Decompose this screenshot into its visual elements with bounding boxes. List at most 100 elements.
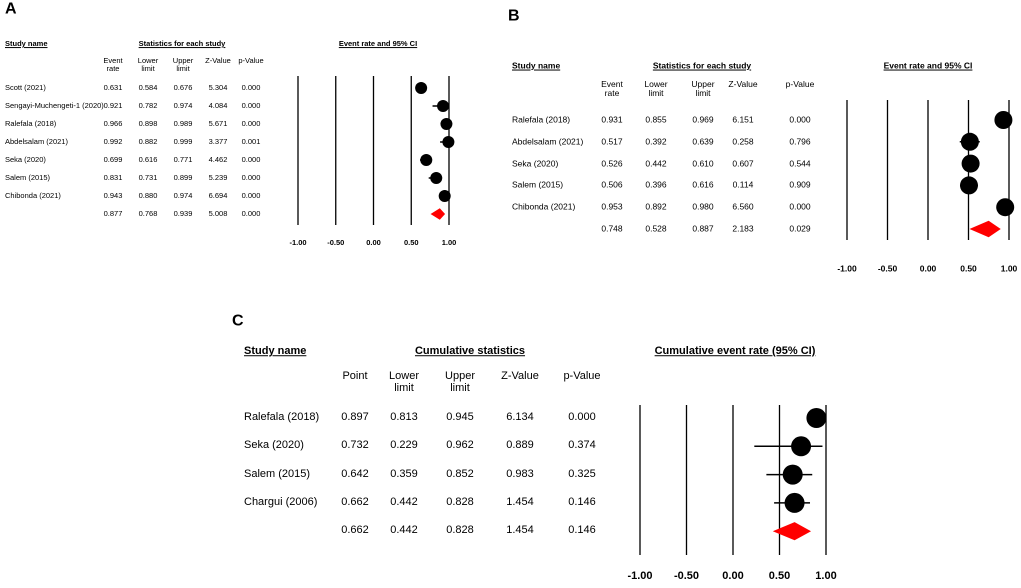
column-header: Lower limit	[137, 56, 159, 73]
stat-value: 0.828	[446, 524, 474, 537]
stat-value: 0.782	[138, 101, 158, 111]
stat-value: 0.882	[138, 137, 158, 147]
panel-label: C	[232, 312, 244, 330]
stat-value: 0.528	[645, 223, 667, 234]
stat-value: 0.676	[173, 83, 193, 93]
stat-value: 0.889	[506, 439, 534, 452]
stat-value: 0.855	[645, 114, 667, 125]
stat-value: 0.974	[173, 191, 193, 201]
point-marker	[806, 408, 827, 428]
column-header: p-Value	[785, 79, 815, 89]
study-name: Ralefala (2018)	[244, 411, 320, 424]
column-header: Z-Value	[501, 370, 539, 382]
stat-value: 1.454	[506, 496, 534, 509]
x-tick-label: 1.00	[815, 570, 837, 583]
stat-value: 5.671	[208, 119, 228, 129]
stat-value: 0.662	[341, 496, 369, 509]
stat-value: 5.008	[208, 209, 228, 219]
column-header: Point	[342, 370, 368, 382]
stat-value: 0.966	[103, 119, 123, 129]
x-tick-label: 0.00	[722, 570, 744, 583]
stat-value: 0.892	[645, 201, 667, 212]
point-marker	[996, 198, 1015, 217]
stat-value: 0.000	[241, 191, 261, 201]
x-tick-label: 0.50	[768, 570, 791, 583]
stat-value: 0.899	[173, 173, 193, 183]
column-header: Upper limit	[445, 370, 475, 394]
column-header: p-Value	[238, 56, 264, 65]
point-marker	[440, 118, 453, 130]
point-marker	[791, 436, 812, 457]
study-name: Abdelsalam (2021)	[512, 136, 584, 147]
stat-value: 0.392	[645, 136, 667, 147]
stat-value: 0.000	[789, 114, 811, 125]
study-name: Salem (2015)	[512, 179, 564, 190]
x-tick-label: -1.00	[837, 263, 857, 274]
stat-value: 0.880	[138, 191, 158, 201]
stat-value: 0.887	[692, 223, 714, 234]
stat-value: 0.396	[645, 179, 667, 190]
table-title: Statistics for each study	[652, 60, 752, 71]
point-marker	[960, 132, 979, 151]
x-tick-label: 0.00	[919, 263, 937, 274]
stat-value: 6.560	[732, 201, 754, 212]
panel-label: A	[5, 0, 17, 18]
stat-value: 0.442	[390, 496, 418, 509]
stat-value: 0.877	[103, 209, 123, 219]
x-tick-label: 0.50	[403, 238, 419, 248]
stat-value: 6.694	[208, 191, 228, 201]
study-name: Ralefala (2018)	[5, 119, 57, 129]
stat-value: 0.939	[173, 209, 193, 219]
study-name: Chibonda (2021)	[5, 191, 61, 201]
stat-value: 0.852	[446, 467, 474, 480]
stat-value: 0.943	[103, 191, 123, 201]
plot-title: Cumulative event rate (95% CI)	[654, 345, 816, 358]
stat-value: 0.000	[241, 155, 261, 165]
column-header: Z-Value	[205, 56, 231, 65]
stat-value: 0.974	[173, 101, 193, 111]
column-header: Upper limit	[172, 56, 194, 73]
stat-value: 0.989	[173, 119, 193, 129]
stat-value: 0.258	[732, 136, 754, 147]
plot-title: Event rate and 95% CI	[883, 60, 973, 71]
stat-value: 0.953	[601, 201, 623, 212]
study-name: Abdelsalam (2021)	[5, 137, 68, 147]
stat-value: 0.442	[645, 158, 667, 169]
stat-value: 0.000	[241, 209, 261, 219]
stat-value: 0.610	[692, 158, 714, 169]
stat-value: 6.134	[506, 411, 534, 424]
stat-value: 0.325	[568, 467, 596, 480]
stat-value: 0.828	[446, 496, 474, 509]
stat-value: 3.377	[208, 137, 228, 147]
x-tick-label: -1.00	[289, 238, 307, 248]
stat-value: 0.796	[789, 136, 811, 147]
stat-value: 0.831	[103, 173, 123, 183]
table-title: Statistics for each study	[138, 39, 226, 49]
stat-value: 0.945	[446, 411, 474, 424]
stat-value: 0.983	[506, 467, 534, 480]
table-title: Cumulative statistics	[414, 345, 526, 358]
stat-value: 0.732	[341, 439, 369, 452]
stat-value: 1.454	[506, 524, 534, 537]
panel-label: B	[508, 7, 520, 25]
stat-value: 0.374	[568, 439, 596, 452]
stat-value: 0.584	[138, 83, 158, 93]
point-marker	[961, 154, 980, 173]
summary-diamond	[969, 220, 1001, 238]
study-name: Seka (2020)	[5, 155, 46, 165]
stat-value: 0.146	[568, 496, 596, 509]
summary-diamond	[430, 208, 446, 220]
x-tick-label: -0.50	[877, 263, 898, 274]
point-marker	[442, 136, 455, 148]
study-name: Chibonda (2021)	[512, 201, 576, 212]
stat-value: 0.771	[173, 155, 193, 165]
stat-value: 6.151	[732, 114, 754, 125]
stat-value: 0.000	[241, 83, 261, 93]
stat-value: 0.000	[568, 411, 596, 424]
column-header: Z-Value	[728, 79, 758, 89]
stat-value: 0.607	[732, 158, 754, 169]
stat-value: 0.000	[789, 201, 811, 212]
stat-value: 0.616	[692, 179, 714, 190]
